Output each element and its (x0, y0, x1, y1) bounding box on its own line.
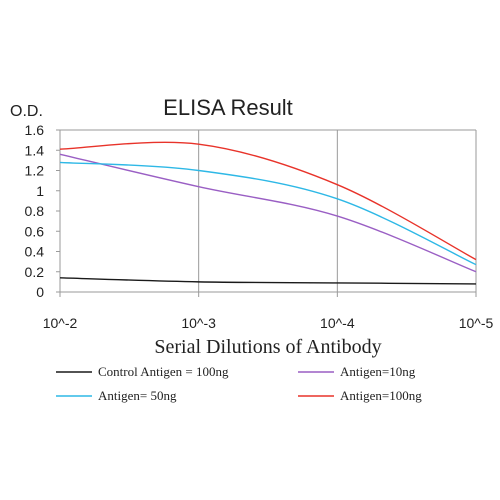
y-tick-label: 1.6 (25, 122, 45, 138)
x-tick-label: 10^-3 (181, 315, 216, 331)
y-tick-label: 1.4 (25, 142, 45, 158)
grid (59, 130, 477, 292)
series-line-3 (59, 161, 477, 266)
y-tick-labels: 0 0.2 0.4 0.6 0.8 1 1.2 1.4 1.6 (25, 122, 45, 300)
y-tick-label: 1 (36, 183, 44, 199)
x-tick-label: 10^-2 (43, 315, 78, 331)
x-axis-label: Serial Dilutions of Antibody (154, 336, 381, 358)
x-tick-label: 10^-4 (320, 315, 355, 331)
legend-label: Antigen= 50ng (98, 388, 177, 403)
chart-title: ELISA Result (163, 95, 293, 120)
legend-label: Control Antigen = 100ng (98, 364, 229, 379)
y-tick-label: 0.2 (25, 264, 45, 280)
series-line-4 (59, 141, 477, 261)
series-lines (59, 141, 477, 285)
x-tick-labels: 10^-2 10^-3 10^-4 10^-5 (43, 315, 494, 331)
y-axis-label: O.D. (10, 103, 43, 120)
series-line-2 (59, 153, 477, 273)
x-tick-label: 10^-5 (459, 315, 494, 331)
y-tick-label: 0.4 (25, 244, 45, 260)
legend-label: Antigen=10ng (340, 364, 416, 379)
y-tick-label: 0 (36, 284, 44, 300)
legend: Control Antigen = 100ng Antigen=10ng Antig… (56, 364, 422, 403)
series-line-1 (59, 277, 477, 285)
legend-label: Antigen=100ng (340, 388, 422, 403)
y-tick-label: 0.6 (25, 223, 45, 239)
y-tick-label: 0.8 (25, 203, 45, 219)
axes (56, 129, 477, 297)
y-tick-label: 1.2 (25, 163, 45, 179)
